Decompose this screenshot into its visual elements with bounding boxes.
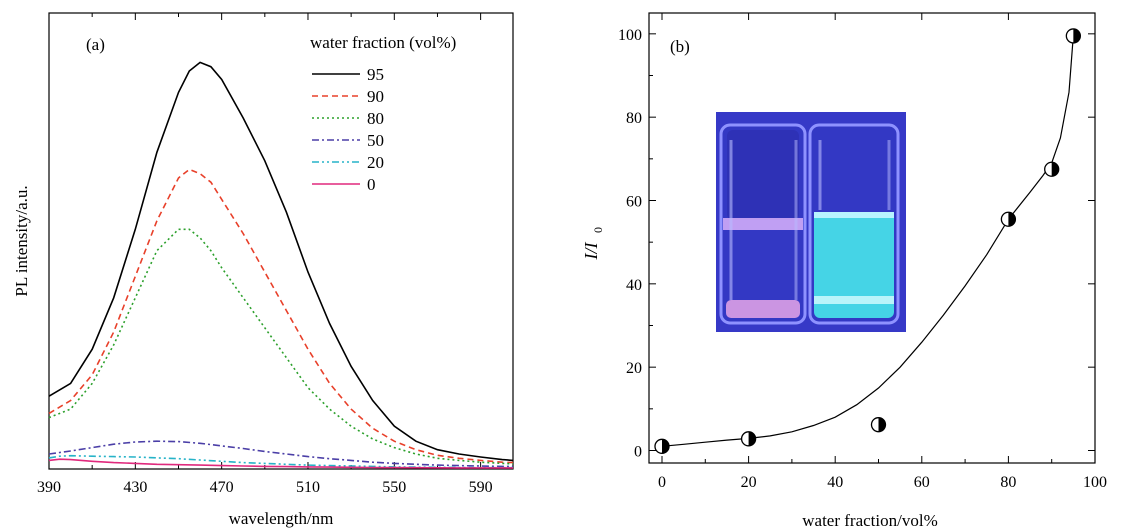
panel-b-data-points [654, 28, 1081, 454]
panel-b-y-axis-label: I/I 0 [581, 227, 605, 261]
panel-b-y-tick-label: 100 [618, 27, 642, 44]
panel-a-x-tick-labels: 390 430 470 510 550 590 [37, 479, 493, 496]
data-point [654, 438, 670, 454]
data-point [1044, 161, 1060, 177]
panel-b-x-tick-label: 40 [827, 474, 843, 491]
series-line-50 [48, 440, 513, 468]
panel-b-frame [648, 12, 1096, 464]
series-line-20 [48, 454, 513, 469]
panel-a-label: (a) [86, 35, 105, 54]
legend-label-90: 90 [367, 87, 384, 106]
panel-b-x-tick-label: 60 [914, 474, 930, 491]
legend-title: water fraction (vol%) [310, 33, 456, 52]
legend-label-80: 80 [367, 109, 384, 128]
inset-photo-vials [716, 112, 906, 332]
panel-b-y-tick-label: 60 [626, 194, 642, 211]
panel-b-y-tick-label: 80 [626, 110, 642, 127]
panel-a-x-axis-label: wavelength/nm [229, 509, 334, 528]
panel-a-x-tick-label: 510 [296, 479, 320, 496]
panel-b-y-label-sub: 0 [591, 227, 605, 233]
panel-b-x-tick-label: 100 [1083, 474, 1107, 491]
vial-left [719, 123, 807, 325]
panel-a-ticks [48, 13, 482, 469]
legend-label-0: 0 [367, 175, 376, 194]
series-line-90 [48, 168, 514, 464]
data-point [1065, 28, 1081, 44]
panel-a: (a) water fraction (vol%) 95 90 80 50 20 0 39… [12, 12, 514, 528]
legend-label-50: 50 [367, 131, 384, 150]
legend-label-20: 20 [367, 153, 384, 172]
panel-b-y-tick-label: 0 [634, 444, 642, 461]
panel-a-x-tick-label: 550 [382, 479, 406, 496]
panel-b-x-tick-label: 80 [1000, 474, 1016, 491]
series-line-95 [48, 61, 514, 462]
panel-a-legend: 95 90 80 50 20 0 [312, 65, 384, 194]
panel-a-y-axis-label: PL intensity/a.u. [12, 185, 31, 296]
panel-b-x-tick-label: 20 [741, 474, 757, 491]
panel-a-frame [48, 12, 514, 470]
panel-a-x-tick-label: 390 [37, 479, 61, 496]
series-line-80 [48, 228, 514, 465]
data-point [740, 431, 757, 447]
data-point [1000, 211, 1017, 227]
panel-b-x-tick-label: 0 [658, 474, 666, 491]
panel-a-x-tick-label: 430 [123, 479, 147, 496]
panel-a-x-tick-label: 590 [469, 479, 493, 496]
panel-b-y-tick-label: 40 [626, 277, 642, 294]
panel-b-label: (b) [670, 37, 690, 56]
panel-b-x-axis-label: water fraction/vol% [802, 511, 937, 530]
panel-b-y-label-main: I/I [581, 242, 601, 261]
legend-label-95: 95 [367, 65, 384, 84]
panel-b: 0 20 40 60 80 100 0 20 40 60 80 100 [581, 12, 1107, 530]
panel-a-lines [48, 61, 514, 469]
panel-b-tick-labels: 0 20 40 60 80 100 0 20 40 60 80 100 [618, 27, 1107, 491]
panel-b-y-tick-label: 20 [626, 360, 642, 377]
data-point [870, 417, 887, 433]
panel-a-x-tick-label: 470 [210, 479, 234, 496]
panel-b-ticks [649, 13, 1096, 463]
vial-right [808, 123, 900, 325]
series-line-0 [48, 458, 513, 469]
